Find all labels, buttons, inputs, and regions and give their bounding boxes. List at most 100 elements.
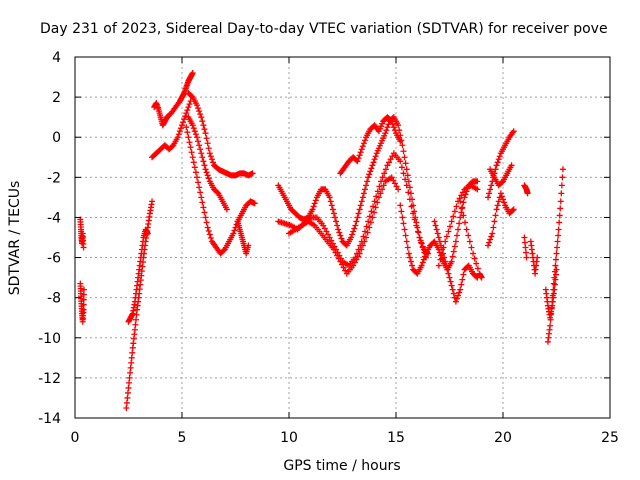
data-point	[446, 274, 453, 281]
data-point	[436, 238, 443, 245]
data-point	[498, 179, 505, 186]
x-tick-label: 25	[601, 430, 619, 446]
data-point	[547, 322, 554, 329]
series-mid-d	[337, 114, 404, 177]
data-point	[449, 253, 456, 260]
data-point	[524, 190, 531, 197]
data-point	[559, 174, 566, 181]
data-point	[554, 238, 561, 245]
data-point	[406, 184, 413, 191]
data-point	[251, 200, 258, 207]
data-point	[223, 206, 230, 213]
data-point	[551, 281, 558, 288]
data-point	[458, 192, 465, 199]
data-point	[391, 127, 398, 134]
data-point	[186, 139, 193, 146]
data-point	[450, 213, 457, 220]
series-evening-b	[485, 190, 517, 249]
data-point	[442, 238, 449, 245]
data-point	[419, 259, 426, 266]
data-point	[411, 216, 418, 223]
data-point	[359, 242, 366, 249]
x-tick-label: 15	[387, 430, 405, 446]
data-point	[443, 233, 450, 240]
data-point	[490, 224, 497, 231]
y-tick-label: 4	[52, 50, 61, 66]
y-tick-label: -14	[38, 411, 61, 427]
data-point	[443, 262, 450, 269]
data-point	[338, 261, 345, 268]
data-point	[126, 379, 133, 386]
data-point	[498, 193, 505, 200]
data-point	[510, 206, 517, 213]
data-point	[459, 276, 466, 283]
data-point	[361, 186, 368, 193]
data-point	[460, 212, 467, 219]
data-point	[551, 286, 558, 293]
data-point	[328, 237, 335, 244]
y-tick-label: -6	[47, 251, 61, 267]
y-tick-label: 2	[52, 90, 61, 106]
data-point	[395, 122, 402, 129]
grid	[75, 57, 610, 418]
data-point	[460, 271, 467, 278]
data-point	[523, 254, 530, 261]
data-point	[510, 128, 517, 135]
data-points	[77, 70, 566, 411]
data-point	[453, 203, 460, 210]
data-point	[367, 219, 374, 226]
data-point	[365, 174, 372, 181]
data-point	[559, 166, 566, 173]
data-point	[129, 349, 136, 356]
data-point	[474, 186, 481, 193]
data-point	[494, 159, 501, 166]
series-early-b	[77, 280, 87, 325]
data-point	[80, 296, 87, 303]
data-point	[355, 155, 362, 162]
data-point	[183, 110, 190, 117]
data-point	[470, 250, 477, 257]
data-point	[553, 250, 560, 257]
data-point	[80, 286, 87, 293]
data-point	[366, 213, 373, 220]
data-point	[395, 186, 402, 193]
data-point	[249, 170, 256, 177]
y-tick-label: -2	[47, 170, 61, 186]
data-point	[364, 178, 371, 185]
data-point	[355, 253, 362, 260]
data-point	[379, 186, 386, 193]
data-point	[80, 301, 87, 308]
data-point	[200, 122, 207, 129]
data-point	[437, 256, 444, 263]
data-point	[410, 210, 417, 217]
data-point	[418, 239, 425, 246]
data-point	[558, 190, 565, 197]
data-point	[534, 254, 541, 261]
data-point	[521, 234, 528, 241]
data-point	[326, 194, 333, 201]
data-point	[458, 205, 465, 212]
data-point	[405, 250, 412, 257]
data-point	[361, 137, 368, 144]
data-point	[144, 230, 151, 237]
series-night-b	[521, 234, 530, 261]
data-point	[195, 179, 202, 186]
data-point	[191, 128, 198, 135]
data-point	[558, 182, 565, 189]
data-point	[474, 178, 481, 185]
data-point	[181, 116, 188, 123]
data-point	[473, 260, 480, 267]
data-point	[557, 198, 564, 205]
data-point	[364, 229, 371, 236]
data-point	[206, 150, 213, 157]
data-point	[550, 280, 557, 287]
data-point	[404, 244, 411, 251]
data-point	[453, 232, 460, 239]
data-point	[368, 208, 375, 215]
data-point	[474, 265, 481, 272]
series-mid-b	[275, 150, 429, 269]
data-point	[369, 214, 376, 221]
data-point	[372, 153, 379, 160]
data-point	[191, 164, 198, 171]
data-point	[398, 164, 405, 171]
